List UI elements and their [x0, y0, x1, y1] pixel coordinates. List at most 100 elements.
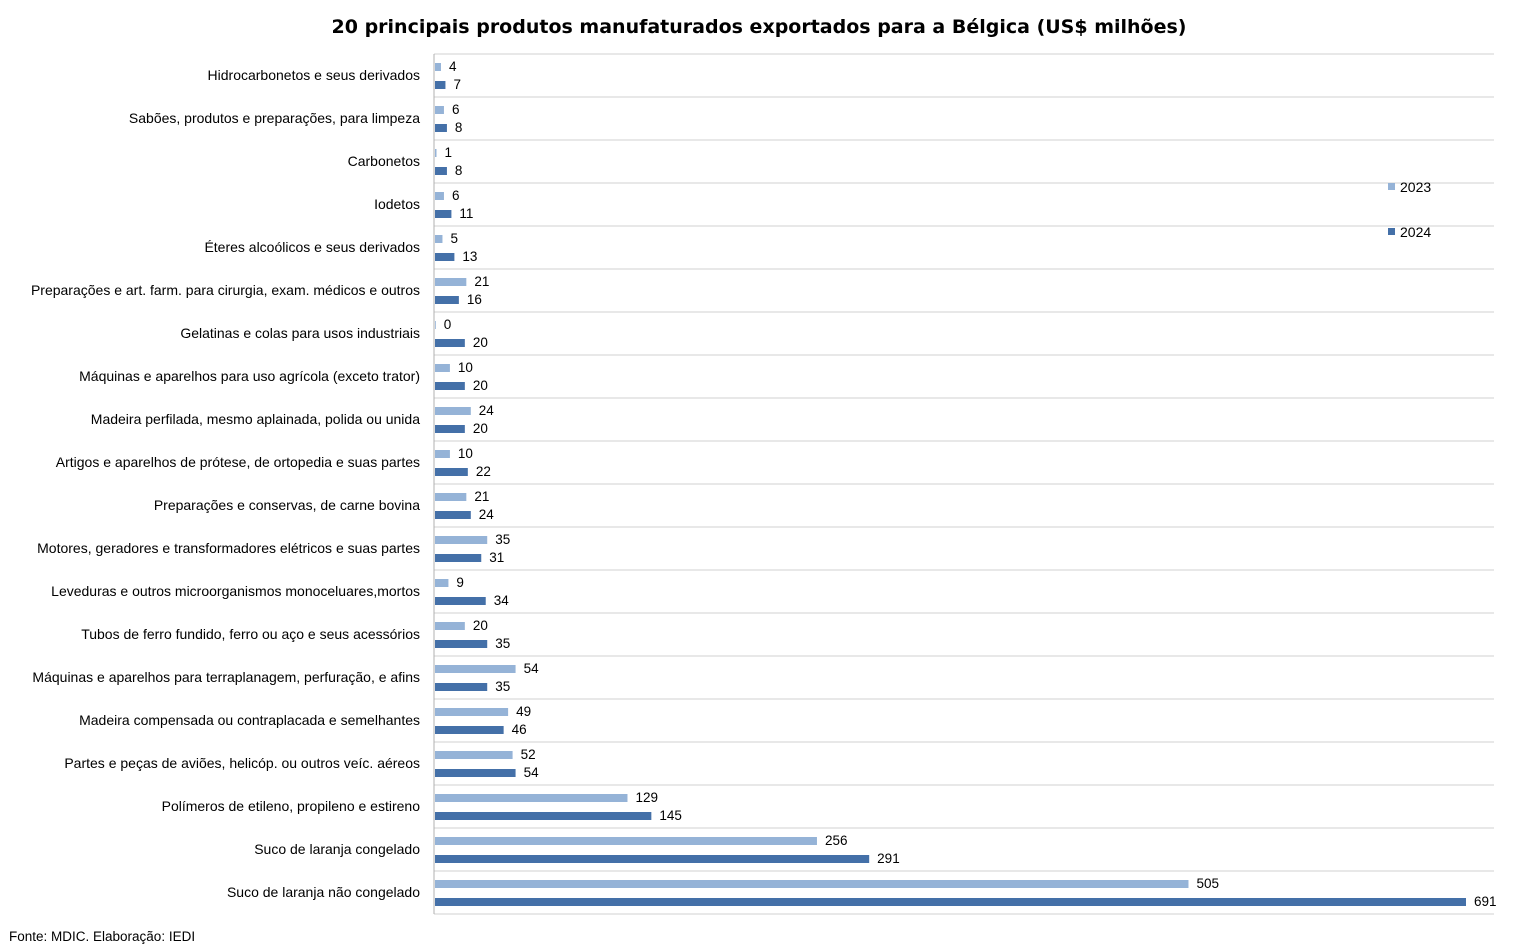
bar-2023: [435, 536, 488, 544]
bar-2023: [435, 63, 441, 71]
bar-2024: [435, 167, 447, 175]
bar-2024: [435, 210, 452, 218]
chart-title: 20 principais produtos manufaturados exp…: [332, 16, 1187, 38]
bar-2024: [435, 296, 459, 304]
bar-2024: [435, 339, 465, 347]
legend-swatch-2024: [1388, 228, 1395, 235]
bar-2023: [435, 708, 509, 716]
bar-2023: [435, 192, 444, 200]
data-label: 35: [495, 636, 510, 651]
bar-2023: [435, 321, 436, 329]
data-label: 49: [516, 704, 531, 719]
category-label: Polímeros de etileno, propileno e estire…: [162, 798, 421, 814]
category-label: Partes e peças de aviões, helicóp. ou ou…: [64, 755, 420, 771]
data-label: 54: [524, 765, 540, 780]
data-label: 145: [659, 808, 682, 823]
bar-2024: [435, 597, 486, 605]
data-label: 52: [521, 747, 536, 762]
category-label: Madeira compensada ou contraplacada e se…: [79, 712, 420, 728]
category-label: Máquinas e aparelhos para uso agrícola (…: [79, 368, 420, 384]
bar-2023: [435, 493, 467, 501]
category-label: Máquinas e aparelhos para terraplanagem,…: [32, 669, 420, 685]
data-label: 129: [635, 790, 658, 805]
bar-2024: [435, 683, 488, 691]
data-label: 4: [449, 59, 457, 74]
data-label: 5: [450, 231, 458, 246]
bar-2024: [435, 812, 652, 820]
bar-2024: [435, 769, 516, 777]
data-label: 8: [455, 120, 463, 135]
category-label: Artigos e aparelhos de prótese, de ortop…: [56, 454, 420, 470]
bar-2024: [435, 253, 455, 261]
data-label: 21: [474, 489, 489, 504]
category-label: Suco de laranja congelado: [254, 841, 420, 857]
data-label: 6: [452, 102, 460, 117]
data-label: 10: [458, 360, 473, 375]
bar-2023: [435, 837, 817, 845]
bar-2024: [435, 425, 465, 433]
bar-2024: [435, 640, 488, 648]
bar-2023: [435, 106, 444, 114]
bar-2023: [435, 364, 450, 372]
category-label: Éteres alcoólicos e seus derivados: [204, 239, 420, 255]
data-label: 691: [1474, 894, 1497, 909]
data-label: 54: [524, 661, 540, 676]
data-label: 31: [489, 550, 504, 565]
data-label: 10: [458, 446, 473, 461]
data-label: 20: [473, 618, 488, 633]
data-label: 35: [495, 679, 510, 694]
bar-2024: [435, 81, 446, 89]
bar-2024: [435, 382, 465, 390]
category-label: Preparações e conservas, de carne bovina: [154, 497, 420, 513]
legend-label: 2023: [1400, 179, 1431, 195]
bar-2024: [435, 898, 1466, 906]
bar-2023: [435, 622, 465, 630]
data-label: 6: [452, 188, 460, 203]
bar-2023: [435, 880, 1189, 888]
legend-swatch-2023: [1388, 183, 1395, 190]
category-label: Preparações e art. farm. para cirurgia, …: [31, 282, 420, 298]
bar-2024: [435, 554, 482, 562]
data-label: 21: [474, 274, 489, 289]
data-label: 13: [462, 249, 477, 264]
bar-2023: [435, 794, 628, 802]
category-label: Gelatinas e colas para usos industriais: [180, 325, 420, 341]
bar-2023: [435, 235, 443, 243]
category-label: Sabões, produtos e preparações, para lim…: [129, 110, 420, 126]
data-label: 11: [459, 206, 473, 221]
legend: 2023 2024: [1388, 179, 1431, 240]
data-label: 291: [877, 851, 900, 866]
data-label: 34: [494, 593, 510, 608]
bar-2024: [435, 124, 447, 132]
category-label: Suco de laranja não congelado: [227, 884, 420, 900]
bar-2024: [435, 855, 870, 863]
data-label: 1: [444, 145, 452, 160]
data-label: 20: [473, 421, 488, 436]
legend-label: 2024: [1400, 224, 1431, 240]
data-label: 24: [479, 507, 495, 522]
labels-layer: Hidrocarbonetos e seus derivados 4 7 Sabões…: [31, 59, 1497, 909]
category-label: Leveduras e outros microorganismos monoc…: [51, 583, 420, 599]
data-label: 20: [473, 378, 488, 393]
bars-layer: [435, 63, 1466, 906]
bar-2023: [435, 751, 513, 759]
bar-2023: [435, 278, 467, 286]
data-label: 505: [1196, 876, 1219, 891]
data-label: 20: [473, 335, 488, 350]
bar-2023: [435, 149, 437, 157]
category-label: Motores, geradores e transformadores elé…: [37, 540, 420, 556]
data-label: 16: [467, 292, 482, 307]
data-label: 8: [455, 163, 463, 178]
category-label: Tubos de ferro fundido, ferro ou aço e s…: [81, 626, 420, 642]
category-label: Iodetos: [374, 196, 420, 212]
data-label: 22: [476, 464, 491, 479]
bar-2024: [435, 468, 468, 476]
source-note: Fonte: MDIC. Elaboração: IEDI: [9, 929, 195, 944]
category-label: Carbonetos: [348, 153, 420, 169]
bar-2023: [435, 579, 449, 587]
data-label: 0: [444, 317, 452, 332]
data-label: 9: [456, 575, 464, 590]
bar-2023: [435, 450, 450, 458]
data-label: 7: [453, 77, 461, 92]
